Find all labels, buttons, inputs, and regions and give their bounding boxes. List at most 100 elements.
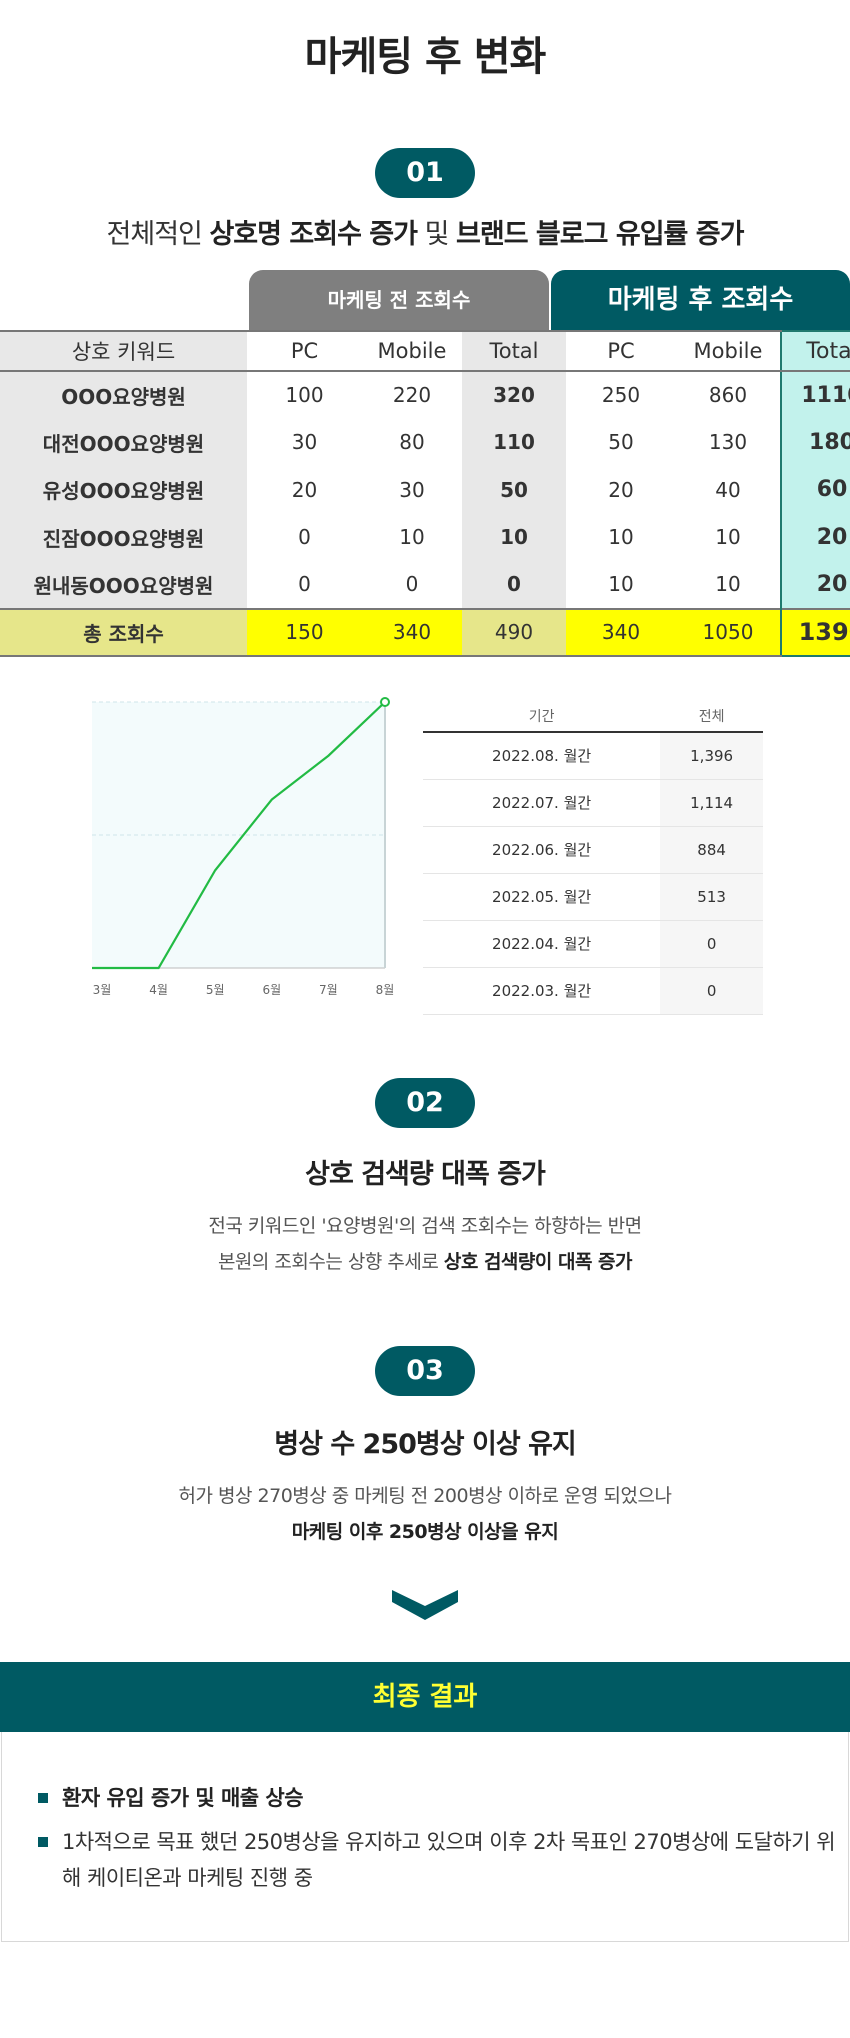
table-cell: 0 — [298, 525, 311, 550]
period-row: 2022.04. 월간 0 — [423, 920, 763, 968]
table-row: 진잠OOO요양병원 0 10 10 10 10 20 — [0, 513, 850, 561]
table-cell: 10 — [462, 513, 566, 561]
table-cell: 130 — [708, 430, 748, 455]
table-cell: 10 — [608, 525, 634, 550]
table-cell: 30 — [399, 477, 425, 502]
subtitle-bold-1: 상호명 조회수 증가 — [209, 219, 418, 250]
table-cell: 860 — [708, 383, 748, 408]
chart-tick-label: 8월 — [376, 983, 395, 997]
keyword-cell: 유성OOO요양병원 — [0, 466, 247, 514]
period-value: 0 — [660, 920, 763, 968]
period-row: 2022.06. 월간 884 — [423, 826, 763, 874]
period-table: 기간 전체 2022.08. 월간 1,396 2022.07. 월간 1,11… — [423, 700, 763, 1015]
table-cell: 20 — [780, 561, 850, 609]
section2-description: 전국 키워드인 '요양병원'의 검색 조회수는 하향하는 반면 본원의 조회수는… — [0, 1208, 850, 1280]
chart-point — [380, 697, 390, 707]
table-cell: 10 — [608, 572, 634, 597]
subtitle-text: 전체적인 — [106, 219, 210, 250]
period-cell: 2022.06. 월간 — [423, 826, 661, 874]
chart-tick-label: 5월 — [206, 983, 225, 997]
table-row: OOO요양병원 100 220 320 250 860 1110 — [0, 371, 850, 419]
column-header: Mobile — [362, 330, 462, 372]
table-cell: 220 — [392, 383, 432, 408]
subtitle-text: 및 — [417, 219, 457, 250]
table-row: 유성OOO요양병원 20 30 50 20 40 60 — [0, 466, 850, 514]
table-cell: 50 — [462, 466, 566, 514]
table-cell: 20 — [291, 477, 318, 502]
table-cell: 60 — [780, 466, 850, 514]
sum-cell: 1390 — [780, 607, 850, 657]
table-cell: 10 — [715, 525, 741, 550]
period-cell: 2022.05. 월간 — [423, 873, 661, 921]
period-header-row: 기간 전체 — [423, 700, 763, 733]
section1-subtitle: 전체적인 상호명 조회수 증가 및 브랜드 블로그 유입률 증가 — [0, 212, 850, 251]
period-value: 1,396 — [660, 732, 763, 780]
period-value: 0 — [660, 967, 763, 1015]
sum-cell: 340 — [566, 607, 676, 657]
keyword-cell: 원내동OOO요양병원 — [0, 561, 247, 609]
table-cell: 80 — [399, 430, 425, 455]
chart-tick-label: 7월 — [319, 983, 338, 997]
column-header: Total — [462, 330, 566, 372]
period-value: 884 — [660, 826, 763, 874]
line-chart: 3월 4월 5월 6월 7월 8월 — [92, 697, 395, 997]
section-number-badge: 03 — [375, 1346, 475, 1396]
table-cell: 110 — [462, 418, 566, 466]
table-row: 원내동OOO요양병원 0 0 0 10 10 20 — [0, 561, 850, 609]
table-cell: 10 — [399, 525, 425, 550]
subtitle-bold-2: 브랜드 블로그 유입률 증가 — [456, 219, 744, 250]
column-header: PC — [566, 330, 676, 372]
header-after-marketing: 마케팅 후 조회수 — [551, 270, 850, 330]
sum-cell: 490 — [462, 607, 566, 657]
page-title: 마케팅 후 변화 — [304, 34, 547, 80]
period-header: 전체 — [660, 700, 763, 733]
chevron-down-icon — [392, 1590, 458, 1620]
period-cell: 2022.03. 월간 — [423, 967, 661, 1015]
keyword-cell: 대전OOO요양병원 — [0, 418, 247, 466]
desc-bold: 상호 검색량이 대폭 증가 — [443, 1251, 633, 1273]
table-cell: 30 — [291, 430, 318, 455]
column-header: Total — [780, 330, 850, 372]
table-cell: 320 — [462, 371, 566, 419]
result-list: 환자 유입 증가 및 매출 상승 1차적으로 목표 했던 250병상을 유지하고… — [38, 1780, 838, 1904]
column-header: Mobile — [676, 330, 781, 372]
period-cell: 2022.08. 월간 — [423, 732, 661, 780]
header-before-marketing: 마케팅 전 조회수 — [249, 270, 549, 330]
desc-bold: 마케팅 이후 250병상 이상을 유지 — [291, 1521, 559, 1543]
sum-cell: 1050 — [676, 607, 781, 657]
section3-title: 병상 수 250병상 이상 유지 — [274, 1429, 577, 1460]
table-cell: 10 — [715, 572, 741, 597]
sum-cell: 340 — [362, 607, 462, 657]
chart-tick-label: 4월 — [149, 983, 168, 997]
section-number-badge: 01 — [375, 148, 475, 198]
sum-row: 총 조회수 150 340 490 340 1050 1390 — [0, 607, 850, 657]
table-row: 대전OOO요양병원 30 80 110 50 130 180 — [0, 418, 850, 466]
desc-line: 마케팅 이후 250병상 이상을 유지 — [0, 1514, 850, 1550]
table-cell: 100 — [285, 383, 324, 408]
table-cell: 180 — [780, 418, 850, 466]
desc-line: 전국 키워드인 '요양병원'의 검색 조회수는 하향하는 반면 — [208, 1215, 642, 1237]
sum-label: 총 조회수 — [0, 607, 247, 657]
desc-line: 허가 병상 270병상 중 마케팅 전 200병상 이하로 운영 되었으나 — [178, 1485, 672, 1507]
result-item: 1차적으로 목표 했던 250병상을 유지하고 있으며 이후 2차 목표인 27… — [38, 1824, 838, 1896]
chart-tick-label: 3월 — [93, 983, 112, 997]
keyword-cell: 진잠OOO요양병원 — [0, 513, 247, 561]
sum-cell: 150 — [247, 607, 362, 657]
bullet-square-icon — [38, 1837, 48, 1847]
views-table: 상호 키워드 PC Mobile Total PC Mobile Total O… — [0, 330, 850, 657]
table-cell: 0 — [462, 561, 566, 609]
keyword-cell: OOO요양병원 — [0, 371, 247, 419]
table-cell: 250 — [601, 383, 641, 408]
section2-title: 상호 검색량 대폭 증가 — [305, 1159, 546, 1190]
column-header: 상호 키워드 — [0, 330, 247, 372]
table-cell: 1110 — [780, 371, 850, 419]
table-cell: 20 — [608, 477, 634, 502]
table-cell: 0 — [405, 572, 419, 597]
period-row: 2022.08. 월간 1,396 — [423, 732, 763, 780]
desc-line: 본원의 조회수는 상향 추세로 상호 검색량이 대폭 증가 — [0, 1244, 850, 1280]
table-cell: 0 — [298, 572, 311, 597]
column-header: PC — [247, 330, 362, 372]
period-value: 513 — [660, 873, 763, 921]
table-header-row: 상호 키워드 PC Mobile Total PC Mobile Total — [0, 330, 850, 372]
period-cell: 2022.04. 월간 — [423, 920, 661, 968]
